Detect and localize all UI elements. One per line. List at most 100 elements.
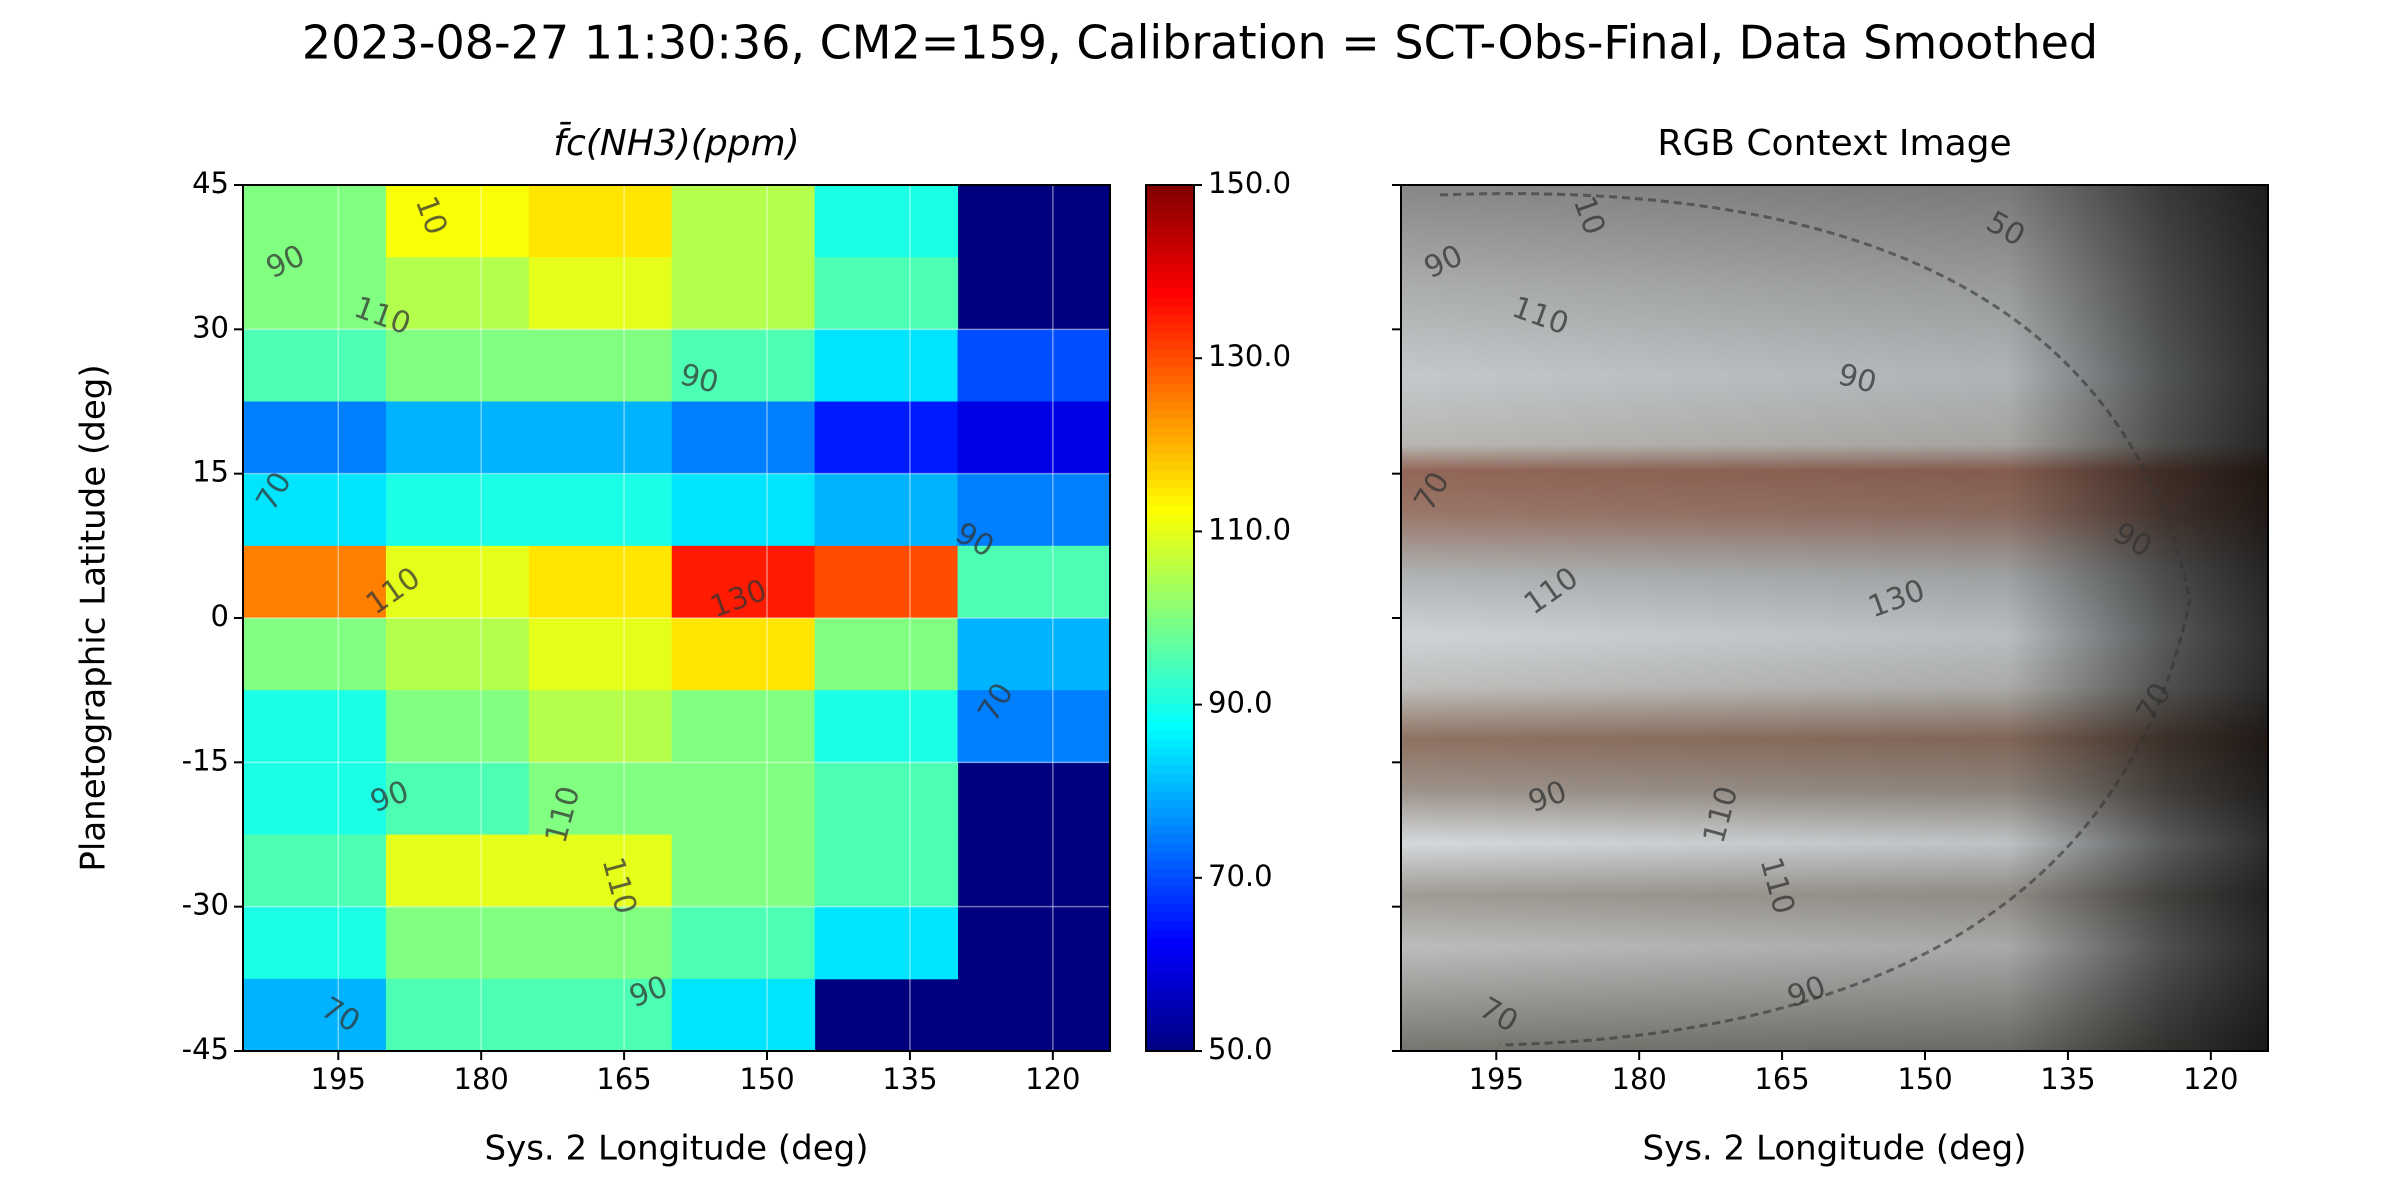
colorbar-step — [1146, 1033, 1194, 1044]
x-tick-label: 135 — [2040, 1062, 2095, 1096]
colorbar-step — [1146, 947, 1194, 957]
colorbar-step — [1146, 358, 1194, 368]
colorbar-step — [1146, 566, 1194, 576]
colorbar-step — [1146, 765, 1194, 775]
x-tick-label: 180 — [454, 1062, 509, 1096]
axes-title: RGB Context Image — [1657, 123, 2011, 164]
x-tick-label: 150 — [739, 1062, 794, 1096]
colorbar-step — [1146, 938, 1194, 949]
heat-cell — [385, 473, 530, 547]
y-tick-label: -30 — [182, 888, 229, 922]
heat-cell — [814, 762, 959, 835]
colorbar-tick-label: 50.0 — [1208, 1032, 1273, 1066]
colorbar-step — [1146, 522, 1194, 533]
x-tick-label: 165 — [1754, 1062, 1809, 1096]
colorbar-step — [1146, 695, 1194, 706]
colorbar-step — [1146, 557, 1194, 568]
colorbar-step — [1146, 479, 1194, 490]
axes-frame — [242, 184, 1111, 1052]
heat-cell — [814, 401, 959, 475]
heat-cell — [385, 329, 530, 402]
colorbar-step — [1146, 929, 1194, 940]
heat-cell — [243, 978, 387, 1052]
colorbar-step — [1146, 600, 1194, 611]
heat-cell — [528, 618, 673, 691]
heat-cell — [243, 906, 387, 980]
heat-cell — [528, 329, 673, 402]
colorbar-step — [1146, 687, 1194, 697]
colorbar-step — [1146, 643, 1194, 654]
y-tick-label: -45 — [182, 1032, 229, 1066]
heat-cell — [814, 618, 959, 691]
colorbar-step — [1146, 1025, 1194, 1035]
colorbar-step — [1146, 999, 1194, 1009]
colorbar-step — [1146, 185, 1194, 195]
colorbar-step — [1146, 626, 1194, 637]
axes-title: f̄c(NH3)(ppm) — [553, 121, 799, 164]
colorbar-step — [1146, 860, 1194, 871]
colorbar-step — [1146, 401, 1194, 412]
heat-cell — [385, 545, 530, 619]
colorbar-step — [1146, 903, 1194, 914]
colorbar-step — [1146, 332, 1194, 342]
heat-cell — [243, 545, 387, 619]
colorbar-step — [1146, 505, 1194, 516]
colorbar-step — [1146, 747, 1194, 758]
heat-cell — [957, 329, 1111, 402]
colorbar-step — [1146, 773, 1194, 784]
colorbar-step — [1146, 592, 1194, 602]
heat-cell — [814, 185, 959, 258]
x-tick-label: 120 — [2183, 1062, 2238, 1096]
colorbar-step — [1146, 392, 1194, 403]
rgb-image-limb — [1401, 185, 2268, 1051]
colorbar-step — [1146, 375, 1194, 386]
heat-cell — [528, 185, 673, 258]
colorbar-step — [1146, 721, 1194, 732]
colorbar-step — [1146, 297, 1194, 308]
heat-cell — [957, 473, 1111, 547]
heat-cell — [385, 978, 530, 1052]
heat-cell — [385, 618, 530, 691]
heat-cell — [671, 618, 816, 691]
colorbar-step — [1146, 817, 1194, 827]
colorbar-step — [1146, 488, 1194, 498]
heat-cell — [243, 401, 387, 475]
colorbar-step — [1146, 496, 1194, 507]
colorbar-step — [1146, 895, 1194, 905]
colorbar-step — [1146, 314, 1194, 325]
colorbar-step — [1146, 834, 1194, 845]
colorbar-step — [1146, 410, 1194, 420]
colorbar-step — [1146, 574, 1194, 585]
colorbar-step — [1146, 869, 1194, 879]
heat-cell — [385, 906, 530, 980]
heat-cell — [385, 834, 530, 908]
x-tick-label: 195 — [311, 1062, 366, 1096]
y-tick-label: -15 — [182, 743, 229, 777]
suptitle: 2023-08-27 11:30:36, CM2=159, Calibratio… — [302, 16, 2098, 70]
y-tick-label: 15 — [192, 455, 229, 489]
colorbar-step — [1146, 531, 1194, 542]
colorbar-step — [1146, 193, 1194, 204]
heat-cell — [957, 401, 1111, 475]
heat-cell — [671, 401, 816, 475]
heat-cell — [528, 401, 673, 475]
colorbar-step — [1146, 877, 1194, 888]
x-tick-label: 180 — [1612, 1062, 1667, 1096]
heat-cell — [957, 545, 1111, 619]
heat-cell — [671, 257, 816, 330]
heat-cell — [528, 257, 673, 330]
colorbar-step — [1146, 981, 1194, 992]
heat-cell — [528, 762, 673, 835]
heat-cell — [243, 618, 387, 691]
colorbar-step — [1146, 973, 1194, 983]
colorbar-step — [1146, 436, 1194, 446]
colorbar-step — [1146, 635, 1194, 645]
heat-cell — [671, 906, 816, 980]
colorbar-step — [1146, 1016, 1194, 1027]
heat-cell — [671, 545, 816, 619]
colorbar-step — [1146, 444, 1194, 455]
colorbar-step — [1146, 990, 1194, 1001]
heat-cell — [528, 690, 673, 763]
colorbar-step — [1146, 366, 1194, 377]
